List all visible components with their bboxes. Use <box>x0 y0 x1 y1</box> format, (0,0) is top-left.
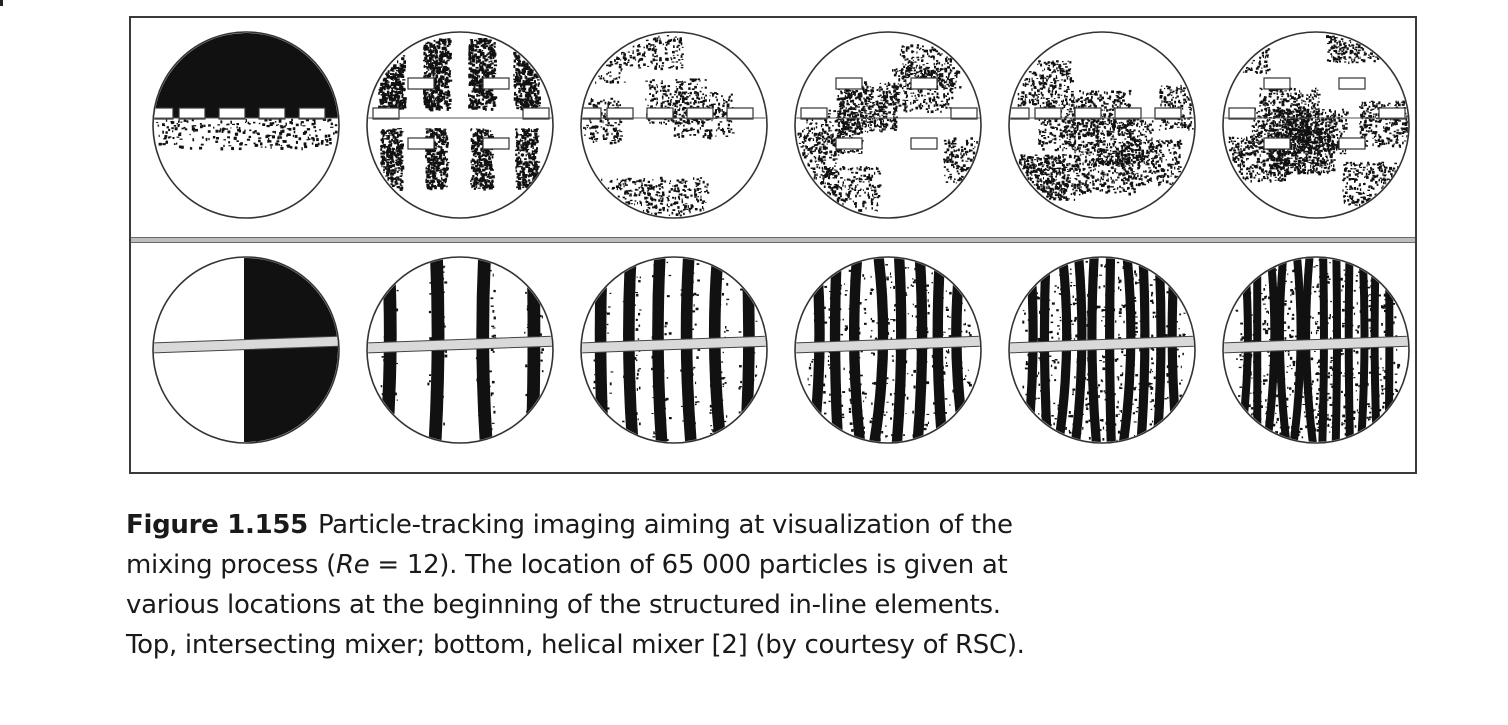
helical-mixer-stage-1 <box>139 243 354 458</box>
page-corner-mark <box>0 0 3 6</box>
intersecting-mixer-stage-1 <box>139 18 354 233</box>
helical-mixer-stage-3 <box>567 243 782 458</box>
figure-caption: Figure 1.155 Particle-tracking imaging ai… <box>126 505 1086 665</box>
intersecting-mixer-stage-6 <box>1209 18 1424 233</box>
caption-text-1: Particle-tracking imaging aiming at visu… <box>317 510 1013 540</box>
figure-image-frame <box>129 16 1417 474</box>
helical-mixer-stage-4 <box>781 243 996 458</box>
caption-line-3: various locations at the beginning of th… <box>126 590 1001 620</box>
intersecting-mixer-stage-3 <box>567 18 782 233</box>
intersecting-mixer-stage-5 <box>995 18 1210 233</box>
caption-line-1: Figure 1.155 Particle-tracking imaging ai… <box>126 505 1086 545</box>
caption-text-2a: mixing process ( <box>126 550 336 580</box>
caption-line-2: mixing process (Re = 12). The location o… <box>126 545 1086 585</box>
figure-label: Figure 1.155 <box>126 510 308 540</box>
reynolds-symbol: Re <box>335 550 370 580</box>
caption-line-4: Top, intersecting mixer; bottom, helical… <box>126 630 1025 660</box>
intersecting-mixer-stage-2 <box>353 18 568 233</box>
helical-mixer-stage-6 <box>1209 243 1424 458</box>
helical-mixer-row <box>131 243 1415 458</box>
helical-mixer-stage-2 <box>353 243 568 458</box>
row-divider <box>131 237 1415 243</box>
caption-text-2b: = 12). The location of 65 000 particles … <box>369 550 1008 580</box>
helical-mixer-stage-5 <box>995 243 1210 458</box>
intersecting-mixer-stage-4 <box>781 18 996 233</box>
intersecting-mixer-row <box>131 18 1415 233</box>
